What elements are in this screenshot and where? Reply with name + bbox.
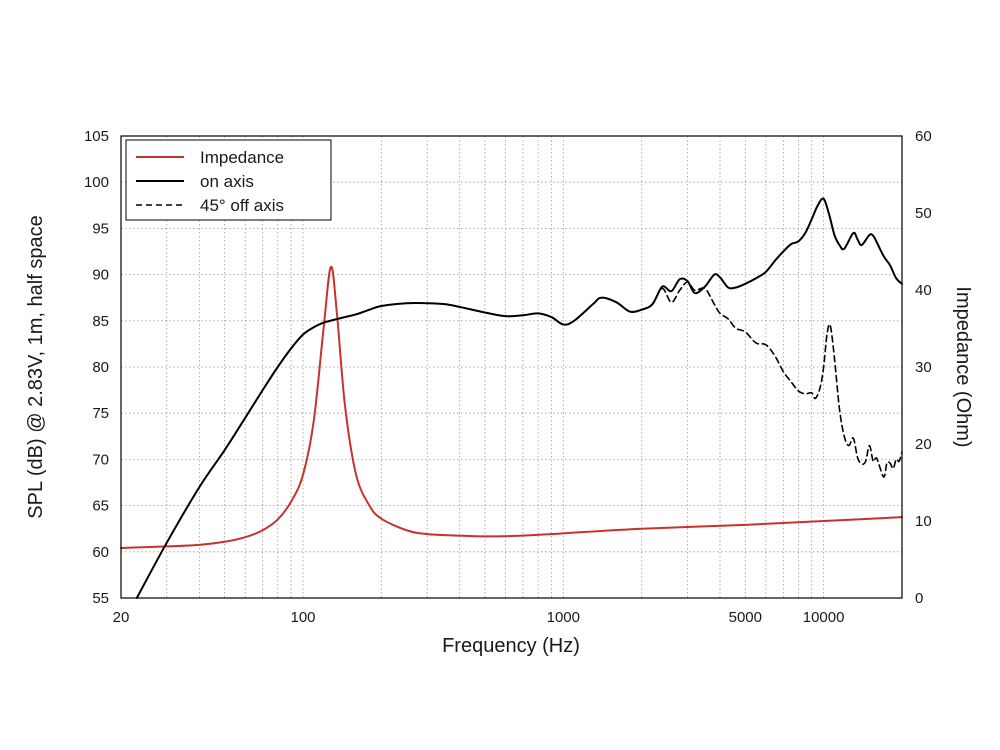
series-line-on-axis	[135, 197, 903, 599]
tick-labels: 20 100 1000 5000 100005560657075808590951001…	[84, 128, 932, 626]
y-axis-left-title: SPL (dB) @ 2.83V, 1m, half space	[25, 215, 47, 518]
x-tick-label: 1000	[547, 609, 580, 626]
y-right-tick-label: 60	[915, 128, 932, 145]
y-right-tick-label: 30	[915, 359, 932, 376]
y-axis-right-title: Impedance (Ohm)	[952, 286, 974, 447]
y-left-tick-label: 65	[92, 498, 109, 515]
legend-label-off-axis: 45° off axis	[200, 196, 284, 215]
x-tick-label: 10000	[803, 609, 845, 626]
y-left-tick-label: 75	[92, 405, 109, 422]
legend-label-impedance: Impedance	[200, 148, 284, 167]
y-left-tick-label: 70	[92, 451, 109, 468]
x-axis-title: Frequency (Hz)	[442, 635, 580, 657]
y-left-tick-label: 60	[92, 544, 109, 561]
legend: Impedance on axis 45° off axis	[125, 139, 332, 221]
x-tick-label: 20	[113, 609, 130, 626]
y-right-tick-label: 50	[915, 205, 932, 222]
y-left-tick-label: 100	[84, 174, 109, 191]
y-left-tick-label: 95	[92, 220, 109, 237]
y-left-tick-label: 85	[92, 313, 109, 330]
y-left-tick-label: 55	[92, 590, 109, 607]
series-line-45-off-axis	[640, 281, 903, 478]
y-right-tick-label: 0	[915, 590, 923, 607]
y-right-tick-label: 20	[915, 436, 932, 453]
series-layer	[120, 197, 903, 599]
series-line-impedance	[120, 265, 903, 549]
x-tick-label: 5000	[729, 609, 762, 626]
y-right-tick-label: 10	[915, 513, 932, 530]
y-right-tick-label: 40	[915, 282, 932, 299]
plot-frame	[120, 135, 903, 599]
y-left-tick-label: 105	[84, 128, 109, 145]
y-left-tick-label: 90	[92, 267, 109, 284]
y-left-tick-label: 80	[92, 359, 109, 376]
legend-label-on-axis: on axis	[200, 172, 254, 191]
x-tick-label: 100	[290, 609, 315, 626]
